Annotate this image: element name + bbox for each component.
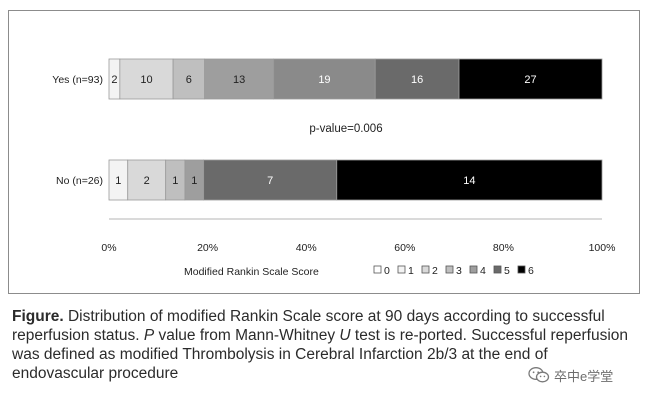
legend-swatch <box>517 265 526 274</box>
legend-title: Modified Rankin Scale Score <box>184 266 319 278</box>
caption-u-italic: U <box>339 327 351 344</box>
bar-segment-0-2 <box>172 58 206 100</box>
caption-text-2: value from Mann-Whitney <box>154 327 340 344</box>
bar-data-label: 2 <box>144 175 150 187</box>
bar-segment-0-5 <box>374 58 460 100</box>
caption-lead: Figure. <box>12 308 64 325</box>
x-tick-label: 60% <box>394 242 415 254</box>
legend-label: 3 <box>456 265 462 277</box>
category-label: Yes (n=93) <box>52 74 103 86</box>
legend-swatch <box>469 265 478 274</box>
legend-label: 2 <box>432 265 438 277</box>
caption-p-italic: P <box>143 327 155 344</box>
legend-swatch <box>445 265 454 274</box>
legend-label: 6 <box>528 265 534 277</box>
bar-data-label: 1 <box>191 175 197 187</box>
figure-caption: Figure. Distribution of modified Rankin … <box>12 307 637 383</box>
bar-data-label: 14 <box>463 175 475 187</box>
x-tick-label: 80% <box>493 242 514 254</box>
legend-swatch <box>421 265 430 274</box>
legend-swatch <box>397 265 406 274</box>
bar-data-label: 2 <box>111 74 117 86</box>
legend-label: 4 <box>480 265 486 277</box>
bar-data-label: 1 <box>115 175 121 187</box>
category-label: No (n=26) <box>56 175 103 187</box>
legend-label: 5 <box>504 265 510 277</box>
bar-data-label: 1 <box>172 175 178 187</box>
bar-data-label: 10 <box>140 74 152 86</box>
bar-data-label: 16 <box>411 74 423 86</box>
watermark: 卒中e学堂 <box>528 364 613 386</box>
legend-label: 0 <box>384 265 390 277</box>
wechat-icon <box>528 367 550 383</box>
bar-segment-0-6 <box>458 58 603 100</box>
x-tick-label: 100% <box>589 242 616 254</box>
bar-data-label: 19 <box>318 74 330 86</box>
caption-text-3: test is re-ported. Successful reperfusio… <box>12 327 628 382</box>
chart-frame: 2 10 6 13 19 16 27 Yes (n=93) 1 2 1 1 7 14 No (n=26) 0%… <box>8 10 640 294</box>
caption-text-1: Distribution of modified Rankin Scale sc… <box>12 308 605 344</box>
x-tick-label: 40% <box>296 242 317 254</box>
x-tick-label: 0% <box>101 242 116 254</box>
legend-swatch <box>373 265 382 274</box>
bar-data-label: 6 <box>186 74 192 86</box>
bar-data-label: 13 <box>233 74 245 86</box>
bar-data-label: 7 <box>267 175 273 187</box>
bar-segment-1-1 <box>127 159 167 201</box>
legend-swatch <box>493 265 502 274</box>
bar-segment-1-5 <box>336 159 603 201</box>
bar-segment-1-4 <box>203 159 338 201</box>
legend-label: 1 <box>408 265 414 277</box>
x-tick-label: 20% <box>197 242 218 254</box>
bar-data-label: 27 <box>524 74 536 86</box>
watermark-text: 卒中e学堂 <box>554 368 614 384</box>
p-value-annotation: p-value=0.006 <box>309 123 382 135</box>
